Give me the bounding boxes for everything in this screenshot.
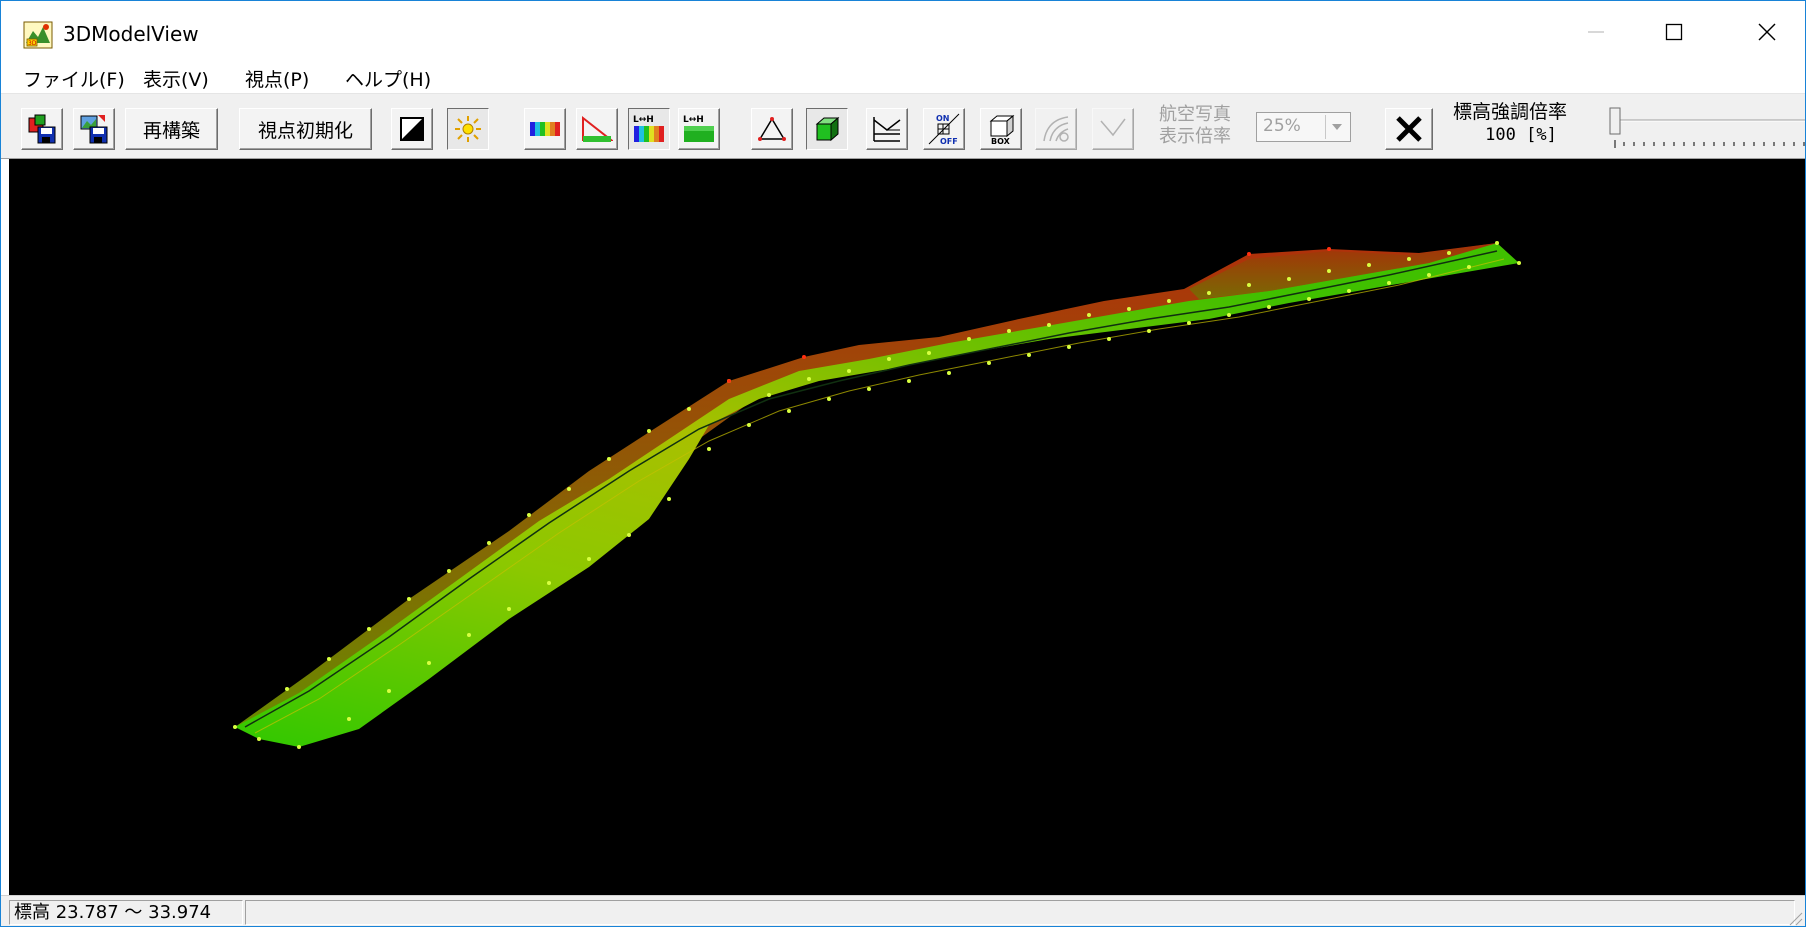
toolbar: 再構築 視点初期化: [1, 93, 1805, 159]
road-edge-line: [254, 258, 1505, 734]
close-button[interactable]: [1728, 1, 1805, 63]
triangle-mesh-button[interactable]: [751, 108, 793, 150]
off-tag: OFF: [940, 137, 958, 146]
maximize-button[interactable]: [1635, 1, 1713, 63]
elevation-range-text: 標高 23.787 〜 33.974: [14, 902, 212, 923]
light-toggle-button[interactable]: [447, 108, 489, 150]
aerial-scale-label: 航空写真 表示倍率: [1159, 104, 1231, 148]
ridge-points: [727, 247, 1331, 383]
3d-viewport[interactable]: [9, 159, 1806, 895]
bounding-box-button[interactable]: BOX: [980, 108, 1022, 150]
status-bar: 標高 23.787 〜 33.974: [1, 895, 1805, 926]
save-model-button[interactable]: [21, 108, 63, 150]
menu-view[interactable]: 表示(V): [143, 69, 209, 91]
grid-onoff-icon: ON OFF: [928, 113, 960, 146]
slope-color-button[interactable]: [576, 108, 618, 150]
menu-help[interactable]: ヘルプ(H): [345, 69, 432, 91]
elevation-range-color-button[interactable]: L↔H: [628, 108, 670, 150]
terrain-hill: [1189, 243, 1497, 299]
lh-rainbow-icon: L↔H: [633, 115, 664, 142]
menu-viewpoint[interactable]: 視点(P): [245, 69, 310, 91]
elevation-exaggeration-label: 標高強調倍率: [1453, 101, 1568, 123]
box-icon: BOX: [989, 114, 1015, 145]
window-title: 3DModelView: [63, 22, 199, 46]
aerial-label-line2: 表示倍率: [1159, 126, 1231, 147]
cube-icon: [815, 116, 840, 142]
status-pane-elevation: 標高 23.787 〜 33.974: [9, 900, 243, 925]
terrain-model[interactable]: [9, 159, 1806, 895]
contrast-icon: [400, 117, 424, 141]
close-x-icon: [1396, 116, 1422, 142]
aerial-scale-value: 25%: [1263, 116, 1301, 136]
minimize-button[interactable]: [1557, 1, 1635, 63]
contour-button[interactable]: [1035, 108, 1077, 150]
box-tag: BOX: [991, 137, 1011, 145]
resize-grip-icon[interactable]: [1785, 908, 1803, 926]
menu-bar: ファイル(F) 表示(V) 視点(P) ヘルプ(H): [1, 63, 1805, 93]
contrast-toggle-button[interactable]: [391, 108, 433, 150]
grid-onoff-button[interactable]: ON OFF: [923, 108, 965, 150]
rainbow-scale-icon: [530, 122, 560, 136]
app-icon: 3D: [23, 21, 53, 49]
aerial-scale-select[interactable]: 25%: [1256, 112, 1351, 142]
status-pane-empty: [245, 900, 1795, 925]
menu-file[interactable]: ファイル(F): [23, 69, 125, 91]
color-scale-button[interactable]: [524, 108, 566, 150]
clear-button[interactable]: [1385, 108, 1433, 150]
lh-green-icon: L↔H: [683, 115, 714, 142]
minimize-icon: [1588, 31, 1604, 33]
elevation-green-scale-button[interactable]: L↔H: [678, 108, 720, 150]
maximize-icon: [1665, 23, 1683, 41]
rebuild-button[interactable]: 再構築: [125, 108, 218, 150]
exaggeration-slider[interactable]: [1606, 104, 1806, 152]
survey-points: [233, 241, 1521, 749]
save-image-icon: [80, 115, 108, 144]
lh-tag-2: L↔H: [683, 115, 704, 125]
cross-section-button[interactable]: [866, 108, 908, 150]
save-image-button[interactable]: [73, 108, 115, 150]
slope-icon: [582, 115, 613, 142]
contour-icon: [1043, 116, 1069, 142]
rebuild-label: 再構築: [142, 119, 200, 142]
chevron-down-icon: [1325, 115, 1348, 139]
aerial-label-line1: 航空写真: [1159, 104, 1231, 125]
terrain-main-surface: [235, 243, 1519, 747]
on-tag: ON: [936, 114, 950, 123]
triangle-icon: [758, 117, 786, 141]
lh-tag: L↔H: [633, 115, 654, 125]
elevation-exaggeration-value: 100 [%]: [1485, 125, 1557, 145]
save-model-icon: [28, 114, 56, 144]
profile-line-icon: [1100, 118, 1126, 137]
reset-view-label: 視点初期化: [257, 119, 353, 142]
solid-model-button[interactable]: [806, 108, 848, 150]
title-bar[interactable]: 3D 3DModelView: [1, 1, 1805, 63]
reset-view-button[interactable]: 視点初期化: [239, 108, 372, 150]
profile-line-button[interactable]: [1092, 108, 1134, 150]
sun-icon: [455, 116, 481, 142]
svg-text:3D: 3D: [28, 40, 37, 47]
close-icon: [1758, 23, 1776, 41]
cross-section-icon: [873, 117, 901, 142]
road-centerline: [244, 250, 1498, 728]
slider-thumb[interactable]: [1609, 107, 1621, 135]
